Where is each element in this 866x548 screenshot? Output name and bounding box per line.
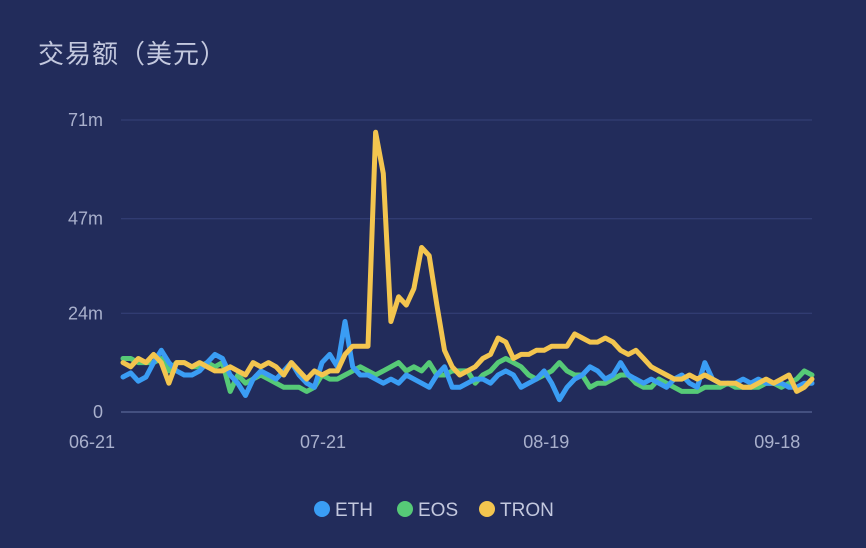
y-tick-label: 71m — [68, 110, 103, 130]
x-tick-label: 07-21 — [300, 432, 346, 452]
legend-marker-eth — [314, 501, 330, 517]
series-line-eth — [120, 319, 815, 403]
y-tick-label: 24m — [68, 303, 103, 323]
legend-label-tron: TRON — [500, 500, 554, 521]
legend-marker-tron — [479, 501, 495, 517]
y-tick-label: 0 — [93, 402, 103, 422]
chart-title: 交易额（美元） — [38, 40, 228, 70]
legend-marker-eos — [397, 501, 413, 517]
x-tick-label: 09-18 — [754, 432, 800, 452]
x-tick-label: 06-21 — [69, 432, 115, 452]
y-tick-label: 47m — [68, 209, 103, 229]
x-tick-label: 08-19 — [523, 432, 569, 452]
legend-label-eth: ETH — [335, 500, 373, 521]
legend-label-eos: EOS — [418, 500, 458, 521]
series-line-tron — [120, 129, 815, 394]
